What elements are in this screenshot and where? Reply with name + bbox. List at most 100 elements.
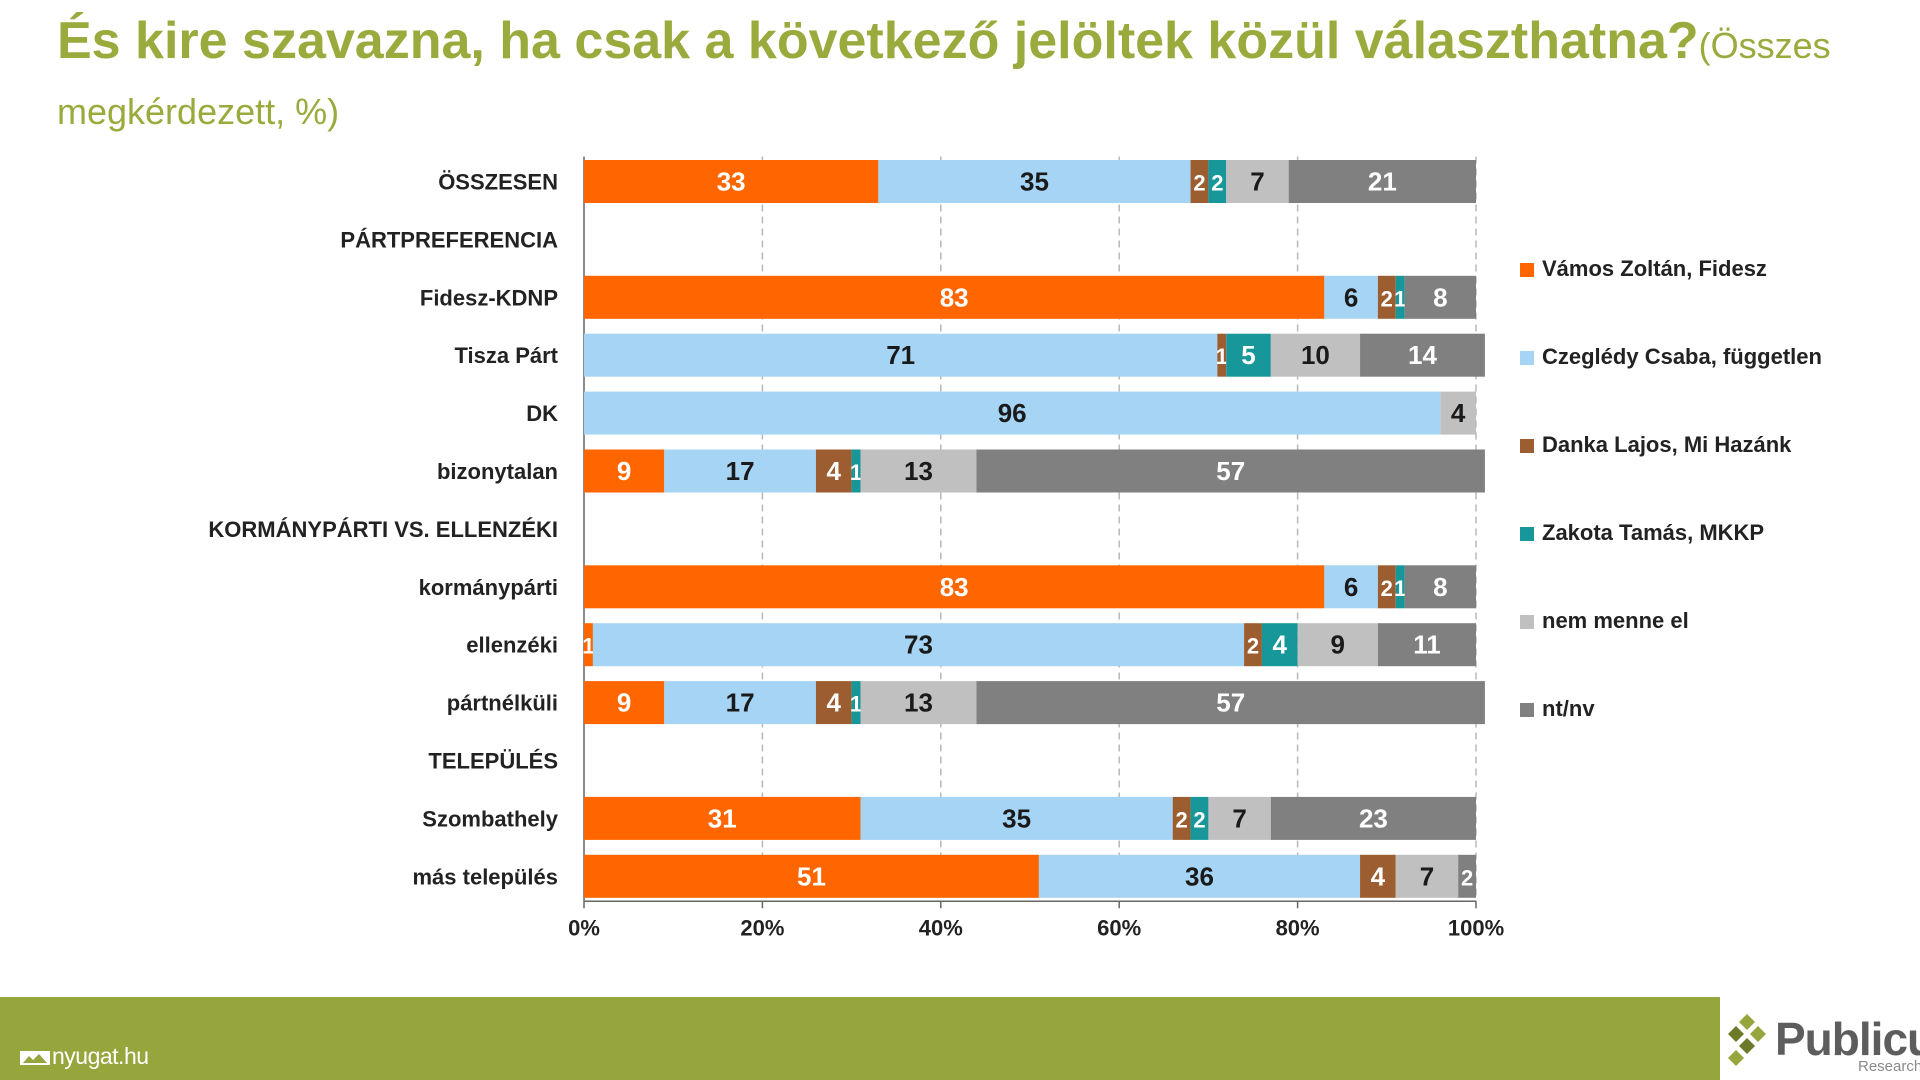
bar-segment [584, 160, 879, 203]
bar-segment [976, 449, 1485, 493]
data-label: 1 [850, 692, 862, 717]
data-label: 2 [1176, 807, 1188, 832]
data-label: 57 [1216, 688, 1245, 718]
category-label: KORMÁNYPÁRTI VS. ELLENZÉKI [208, 517, 558, 542]
bar-segment [664, 681, 816, 725]
legend-label: nem menne el [1542, 608, 1689, 633]
data-label: 83 [940, 282, 969, 312]
legend-swatch [1520, 263, 1534, 277]
bar-segment [584, 623, 593, 667]
bar-segment [860, 449, 977, 493]
data-label: 31 [708, 803, 737, 833]
data-label: 57 [1216, 456, 1245, 486]
bar-segment [1395, 565, 1405, 609]
bar-segment [1226, 333, 1271, 377]
bar-segment [1190, 160, 1209, 203]
category-label: pártnélküli [447, 691, 558, 716]
bar-segment [1404, 565, 1476, 609]
bar-segment [1377, 565, 1396, 609]
bar-segment [584, 333, 1218, 377]
data-label: 6 [1344, 572, 1358, 602]
x-tick-label: 60% [1097, 915, 1141, 940]
data-label: 2 [1381, 286, 1393, 311]
title-subtitle: (Összes megkérdezett, %) [57, 25, 1831, 132]
publicus-diamond-icon [1728, 1014, 1766, 1066]
x-tick-label: 80% [1276, 915, 1320, 940]
bar-segment [584, 681, 665, 725]
bar-segment [1395, 854, 1459, 898]
x-tick-label: 40% [919, 915, 963, 940]
bar-segment [1038, 854, 1361, 898]
data-label: 23 [1359, 803, 1388, 833]
data-label: 17 [726, 688, 755, 718]
data-label: 2 [1461, 865, 1473, 890]
legend-swatch [1520, 439, 1534, 453]
data-label: 4 [827, 688, 842, 718]
data-label: 8 [1433, 572, 1447, 602]
bar-segment [1360, 854, 1396, 898]
legend-label: Czeglédy Csaba, független [1542, 344, 1822, 369]
data-label: 35 [1020, 167, 1049, 197]
data-label: 10 [1301, 340, 1330, 370]
bar-segment [1440, 391, 1476, 435]
category-label: Fidesz-KDNP [420, 285, 558, 310]
data-label: 13 [904, 688, 933, 718]
bar-segment [1458, 854, 1476, 898]
bar-segment [860, 796, 1173, 840]
site-name: nyugat.hu [52, 1043, 149, 1069]
bar-segment [1217, 333, 1227, 377]
bar-segment [815, 681, 852, 725]
footer-band [0, 997, 1720, 1080]
data-label: 13 [904, 456, 933, 486]
bar-segment [1190, 796, 1209, 840]
category-label: Szombathely [422, 806, 558, 831]
publicus-logo-text: Publicus [1775, 1013, 1920, 1065]
bar-segment [1208, 160, 1227, 203]
category-label: ÖSSZESEN [438, 170, 558, 195]
data-label: 2 [1247, 634, 1259, 659]
category-label: bizonytalan [437, 459, 558, 484]
legend-label: Danka Lajos, Mi Hazánk [1542, 432, 1792, 457]
legend-swatch [1520, 615, 1534, 629]
data-label: 4 [1273, 630, 1288, 660]
legend-swatch [1520, 527, 1534, 541]
data-label: 5 [1241, 340, 1255, 370]
bar-segment [860, 681, 977, 725]
data-label: 83 [940, 572, 969, 602]
data-label: 36 [1185, 861, 1214, 891]
data-label: 96 [998, 398, 1027, 428]
category-label: PÁRTPREFERENCIA [340, 227, 558, 252]
category-label: más település [412, 864, 558, 889]
data-label: 8 [1433, 282, 1447, 312]
category-label: ellenzéki [466, 633, 558, 658]
bar-segment [584, 391, 1441, 435]
legend-swatch [1520, 351, 1534, 365]
bar-segment [584, 565, 1325, 609]
bar-segment [878, 160, 1191, 203]
bar-segment [976, 681, 1485, 725]
x-tick-label: 100% [1448, 915, 1504, 940]
data-label: 73 [904, 630, 933, 660]
data-label: 33 [717, 167, 746, 197]
site-watermark[interactable]: nyugat.hu [20, 1043, 149, 1070]
data-label: 17 [726, 456, 755, 486]
bar-segment [1324, 275, 1378, 319]
data-label: 2 [1193, 171, 1205, 196]
category-label: TELEPÜLÉS [428, 749, 558, 774]
bar-segment [815, 449, 852, 493]
bar-segment [1261, 623, 1298, 667]
title-main: És kire szavazna, ha csak a következő je… [57, 12, 1699, 70]
bar-segment [1270, 333, 1361, 377]
bar-segment [1377, 275, 1396, 319]
data-label: 71 [886, 340, 915, 370]
data-label: 1 [582, 634, 594, 659]
data-label: 9 [1331, 630, 1345, 660]
bar-segment [584, 796, 861, 840]
chart-title: És kire szavazna, ha csak a következő je… [57, 12, 1857, 149]
legend-label: Zakota Tamás, MKKP [1542, 520, 1764, 545]
data-label: 11 [1413, 630, 1441, 660]
bar-segment [1208, 796, 1271, 840]
legend-swatch [1520, 703, 1534, 717]
bar-segment [592, 623, 1245, 667]
nyugat-logo-icon [20, 1051, 50, 1065]
